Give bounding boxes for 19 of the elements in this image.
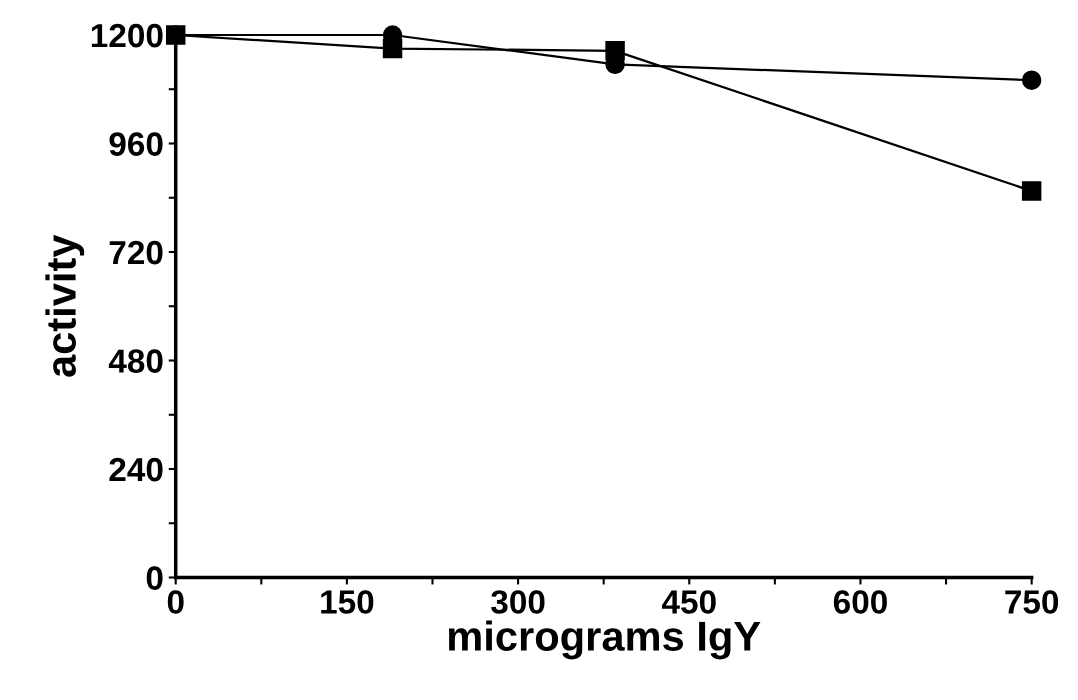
x-tick-label: 750 <box>1005 590 1059 614</box>
x-tick-label: 300 <box>491 590 545 614</box>
y-tick-label: 720 <box>109 240 163 265</box>
x-tick-label: 0 <box>167 590 184 614</box>
point <box>1021 70 1042 90</box>
point <box>382 38 403 59</box>
x-tick-label: 600 <box>833 590 887 614</box>
y-tick-label: 1200 <box>91 23 163 48</box>
point <box>1021 181 1042 201</box>
x-axis-title: micrograms IgY <box>448 620 761 660</box>
point <box>165 25 186 45</box>
y-tick-label: 480 <box>108 349 163 373</box>
x-tick-label: 150 <box>321 590 374 614</box>
y-tick-label: 0 <box>146 566 163 590</box>
y-tick-label: 240 <box>109 457 163 482</box>
y-axis-title: activity <box>45 234 85 377</box>
x-tick-label: 450 <box>661 590 716 614</box>
y-tick-label: 960 <box>109 132 163 156</box>
point <box>605 41 625 61</box>
